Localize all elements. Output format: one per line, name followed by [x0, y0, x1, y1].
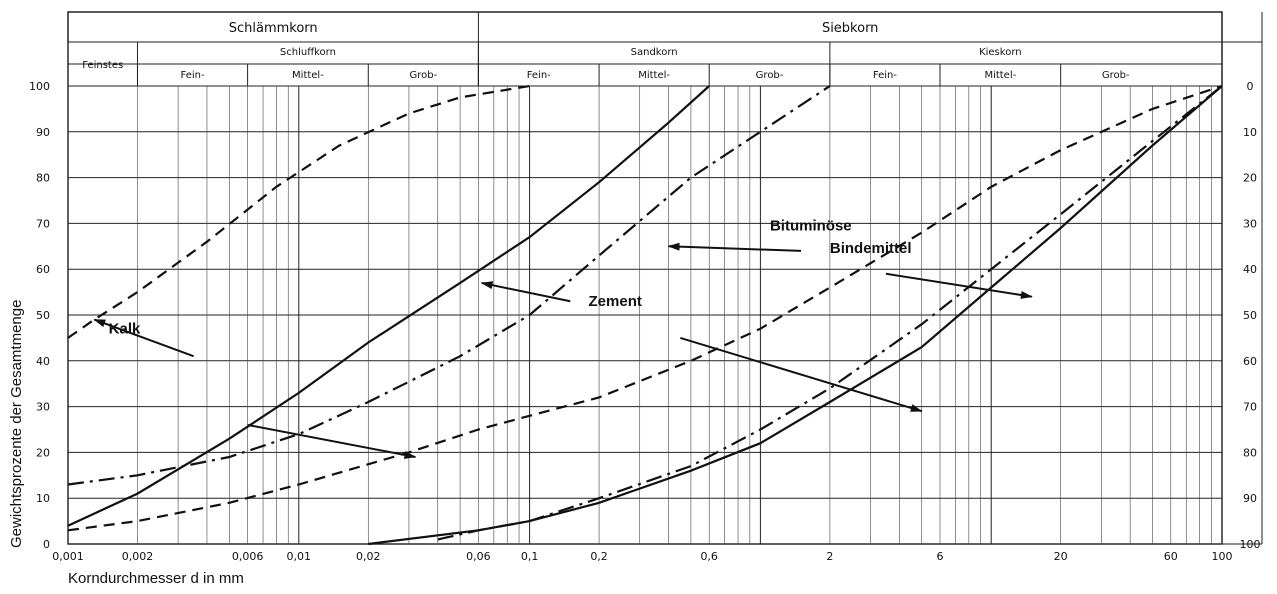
x-tick-label: 0,02	[356, 550, 381, 563]
annotation-arrow	[885, 272, 1033, 299]
header-group-label: Sandkorn	[631, 47, 678, 58]
y-tick-label-right: 10	[1243, 126, 1257, 139]
header-group-label: Kieskorn	[979, 47, 1022, 58]
header-fraction-label: Grob-	[756, 70, 784, 81]
x-tick-label: 0,01	[287, 550, 312, 563]
y-tick-label-left: 70	[36, 217, 50, 230]
annotation-label: Zement	[589, 293, 642, 310]
x-tick-label: 60	[1164, 550, 1178, 563]
y-tick-label-left: 60	[36, 263, 50, 276]
y-tick-label-right: 40	[1243, 263, 1257, 276]
header-fraction-label: Grob-	[409, 70, 437, 81]
x-tick-label: 20	[1054, 550, 1068, 563]
annotation-arrow	[93, 318, 194, 358]
y-tick-label-left: 30	[36, 401, 50, 414]
y-tick-label-right: 90	[1243, 492, 1257, 505]
x-tick-label: 0,001	[52, 550, 84, 563]
header-fraction-label: Fein-	[180, 70, 204, 81]
y-tick-label-left: 0	[43, 538, 50, 551]
x-tick-label: 0,6	[700, 550, 718, 563]
x-axis-title: Korndurchmesser d in mm	[68, 570, 244, 587]
y-tick-label-right: 100	[1240, 538, 1261, 551]
y-tick-label-right: 0	[1247, 80, 1254, 93]
y-axis-title: Gewichtsprozente der Gesamtmenge	[8, 300, 25, 548]
annotation-arrow	[667, 242, 802, 252]
header-fraction-label: Mittel-	[638, 70, 670, 81]
annotation-arrow	[480, 281, 571, 303]
y-tick-label-left: 80	[36, 172, 50, 185]
y-tick-label-right: 30	[1243, 217, 1257, 230]
x-tick-label: 0,2	[590, 550, 608, 563]
header-fraction-label: Grob-	[1102, 70, 1130, 81]
y-tick-label-right: 50	[1243, 309, 1257, 322]
series-line-1	[67, 84, 530, 339]
chart-frame	[67, 11, 1223, 545]
header-group-label: Feinstes	[82, 60, 123, 71]
x-tick-label: 0,06	[466, 550, 491, 563]
x-tick-label: 0,1	[521, 550, 539, 563]
header-fraction-label: Fein-	[873, 70, 897, 81]
series-group	[67, 84, 1223, 546]
series-line-3	[67, 85, 831, 486]
x-tick-label: 100	[1212, 550, 1233, 563]
y-tick-label-right: 80	[1243, 446, 1257, 459]
classification-header: Schlämmkorn Siebkorn Feinstes Schluffkorn Sa…	[67, 11, 1262, 545]
y-tick-label-right: 20	[1243, 172, 1257, 185]
y-tick-label-left: 100	[29, 80, 50, 93]
x-tick-label: 0,006	[232, 550, 264, 563]
header-fraction-label: Mittel-	[292, 70, 324, 81]
series-line-4	[67, 84, 1223, 532]
annotation-arrow	[680, 336, 923, 413]
y-tick-label-left: 10	[36, 492, 50, 505]
x-tick-label: 2	[826, 550, 833, 563]
grid	[67, 85, 1223, 545]
header-top-label: Schlämmkorn	[229, 21, 318, 36]
header-fraction-label: Mittel-	[984, 70, 1016, 81]
y-tick-label-right: 60	[1243, 355, 1257, 368]
y-tick-label-left: 50	[36, 309, 50, 322]
x-tick-label: 0,002	[122, 550, 154, 563]
series-line-6	[437, 85, 1223, 541]
axes: 0102030405060708090100100908070605040302…	[29, 12, 1263, 563]
y-tick-label-left: 20	[36, 446, 50, 459]
annotation-label: Bindemittel	[830, 240, 912, 257]
annotation-arrow	[247, 423, 417, 459]
y-tick-label-left: 40	[36, 355, 50, 368]
header-top-label: Siebkorn	[822, 21, 879, 36]
y-tick-label-right: 70	[1243, 401, 1257, 414]
y-tick-label-left: 90	[36, 126, 50, 139]
x-tick-label: 6	[936, 550, 943, 563]
annotation-label: Bituminöse	[770, 217, 852, 234]
header-fraction-label: Fein-	[527, 70, 551, 81]
header-group-label: Schluffkorn	[280, 47, 336, 58]
